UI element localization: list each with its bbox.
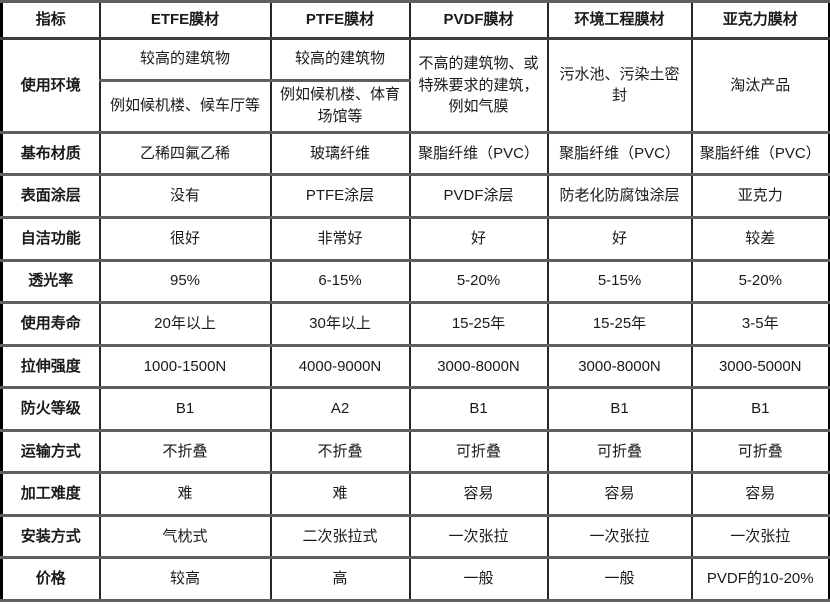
table-row-transport: 运输方式 不折叠 不折叠 可折叠 可折叠 可折叠: [0, 428, 830, 475]
row-label: 运输方式: [0, 428, 101, 475]
table-cell: 3000-8000N: [546, 343, 693, 390]
table-cell: 15-25年: [546, 301, 693, 347]
table-cell: PTFE涂层: [269, 173, 411, 219]
table-cell: B1: [546, 386, 693, 432]
header-cell-indicator: 指标: [0, 0, 101, 40]
table-cell: 玻璃纤维: [269, 130, 411, 177]
table-cell: 5-20%: [408, 258, 549, 305]
table-cell: B1: [690, 386, 830, 432]
table-cell: 聚脂纤维（PVC）: [408, 130, 549, 177]
table-cell: 防老化防腐蚀涂层: [546, 173, 693, 219]
table-cell: 二次张拉式: [269, 513, 411, 560]
table-cell: 聚脂纤维（PVC）: [546, 130, 693, 177]
cell-usage-env-eng: 污水池、污染土密封: [546, 37, 693, 134]
table-cell: 3000-8000N: [408, 343, 549, 390]
table-row-fire-rating: 防火等级 B1 A2 B1 B1 B1: [0, 386, 830, 432]
table-cell: PVDF的10-20%: [690, 556, 830, 602]
row-label: 透光率: [0, 258, 101, 305]
table-cell: 非常好: [269, 216, 411, 262]
row-label: 使用寿命: [0, 301, 101, 347]
cell-usage-pvdf: 不高的建筑物、或特殊要求的建筑，例如气膜: [408, 37, 549, 134]
table-cell: 30年以上: [269, 301, 411, 347]
cell-usage-ptfe-top: 较高的建筑物: [269, 37, 411, 82]
table-cell: 一般: [546, 556, 693, 602]
table-row-service-life: 使用寿命 20年以上 30年以上 15-25年 15-25年 3-5年: [0, 301, 830, 347]
row-label-usage-env: 使用环境: [0, 37, 101, 134]
table-cell: 好: [546, 216, 693, 262]
row-label: 基布材质: [0, 130, 101, 177]
table-row-price: 价格 较高 高 一般 一般 PVDF的10-20%: [0, 556, 830, 602]
row-label: 加工难度: [0, 471, 101, 517]
table-cell: 容易: [408, 471, 549, 517]
cell-usage-acrylic: 淘汰产品: [690, 37, 830, 134]
table-cell: 聚脂纤维（PVC）: [690, 130, 830, 177]
table-cell: 15-25年: [408, 301, 549, 347]
row-label: 防火等级: [0, 386, 101, 432]
table-row-processing-difficulty: 加工难度 难 难 容易 容易 容易: [0, 471, 830, 517]
table-cell: 较高: [98, 556, 272, 602]
table-cell: 5-15%: [546, 258, 693, 305]
usage-env-row-bottom: 例如候机楼、候车厅等 例如候机楼、体育场馆等: [2, 78, 830, 134]
table-cell: 一次张拉: [408, 513, 549, 560]
table-row-self-cleaning: 自洁功能 很好 非常好 好 好 较差: [0, 216, 830, 262]
table-cell: 没有: [98, 173, 272, 219]
row-label: 安装方式: [0, 513, 101, 560]
cell-usage-etfe-top: 较高的建筑物: [98, 37, 272, 82]
table-cell: 一次张拉: [690, 513, 830, 560]
table-cell: A2: [269, 386, 411, 432]
table-cell: PVDF涂层: [408, 173, 549, 219]
table-cell: 一次张拉: [546, 513, 693, 560]
table-row-light-transmittance: 透光率 95% 6-15% 5-20% 5-15% 5-20%: [0, 258, 830, 305]
row-label: 表面涂层: [0, 173, 101, 219]
row-label: 拉伸强度: [0, 343, 101, 390]
table-cell: 可折叠: [408, 428, 549, 475]
table-cell: B1: [98, 386, 272, 432]
table-row-tensile-strength: 拉伸强度 1000-1500N 4000-9000N 3000-8000N 30…: [0, 343, 830, 390]
table-cell: 1000-1500N: [98, 343, 272, 390]
usage-env-row-top: 使用环境 较高的建筑物 较高的建筑物 不高的建筑物、或特殊要求的建筑，例如气膜 …: [0, 37, 830, 134]
cell-usage-etfe-bottom: 例如候机楼、候车厅等: [98, 78, 272, 134]
table-cell: 难: [98, 471, 272, 517]
table-cell: 3-5年: [690, 301, 830, 347]
table-cell: 乙稀四氟乙稀: [98, 130, 272, 177]
table-cell: 很好: [98, 216, 272, 262]
header-cell-env-eng: 环境工程膜材: [546, 0, 693, 40]
table-cell: 好: [408, 216, 549, 262]
table-cell: 气枕式: [98, 513, 272, 560]
table-cell: 6-15%: [269, 258, 411, 305]
table-cell: 高: [269, 556, 411, 602]
header-cell-etfe: ETFE膜材: [98, 0, 272, 40]
header-cell-pvdf: PVDF膜材: [408, 0, 549, 40]
header-cell-acrylic: 亚克力膜材: [690, 0, 830, 40]
table-cell: 不折叠: [98, 428, 272, 475]
table-row-installation: 安装方式 气枕式 二次张拉式 一次张拉 一次张拉 一次张拉: [0, 513, 830, 560]
cell-usage-ptfe-bottom: 例如候机楼、体育场馆等: [269, 78, 411, 134]
row-label: 价格: [0, 556, 101, 602]
table-row-base-fabric: 基布材质 乙稀四氟乙稀 玻璃纤维 聚脂纤维（PVC） 聚脂纤维（PVC） 聚脂纤…: [0, 130, 830, 177]
table-cell: 95%: [98, 258, 272, 305]
table-cell: 20年以上: [98, 301, 272, 347]
table-cell: B1: [408, 386, 549, 432]
table-cell: 4000-9000N: [269, 343, 411, 390]
table-cell: 较差: [690, 216, 830, 262]
row-label: 自洁功能: [0, 216, 101, 262]
table-cell: 3000-5000N: [690, 343, 830, 390]
header-cell-ptfe: PTFE膜材: [269, 0, 411, 40]
table-cell: 容易: [546, 471, 693, 517]
table-cell: 难: [269, 471, 411, 517]
table-cell: 不折叠: [269, 428, 411, 475]
table-cell: 容易: [690, 471, 830, 517]
header-row: 指标 ETFE膜材 PTFE膜材 PVDF膜材 环境工程膜材 亚克力膜材: [0, 0, 830, 40]
table-cell: 5-20%: [690, 258, 830, 305]
table-cell: 可折叠: [546, 428, 693, 475]
table-cell: 一般: [408, 556, 549, 602]
table-cell: 亚克力: [690, 173, 830, 219]
table-row-surface-coating: 表面涂层 没有 PTFE涂层 PVDF涂层 防老化防腐蚀涂层 亚克力: [0, 173, 830, 219]
table-cell: 可折叠: [690, 428, 830, 475]
